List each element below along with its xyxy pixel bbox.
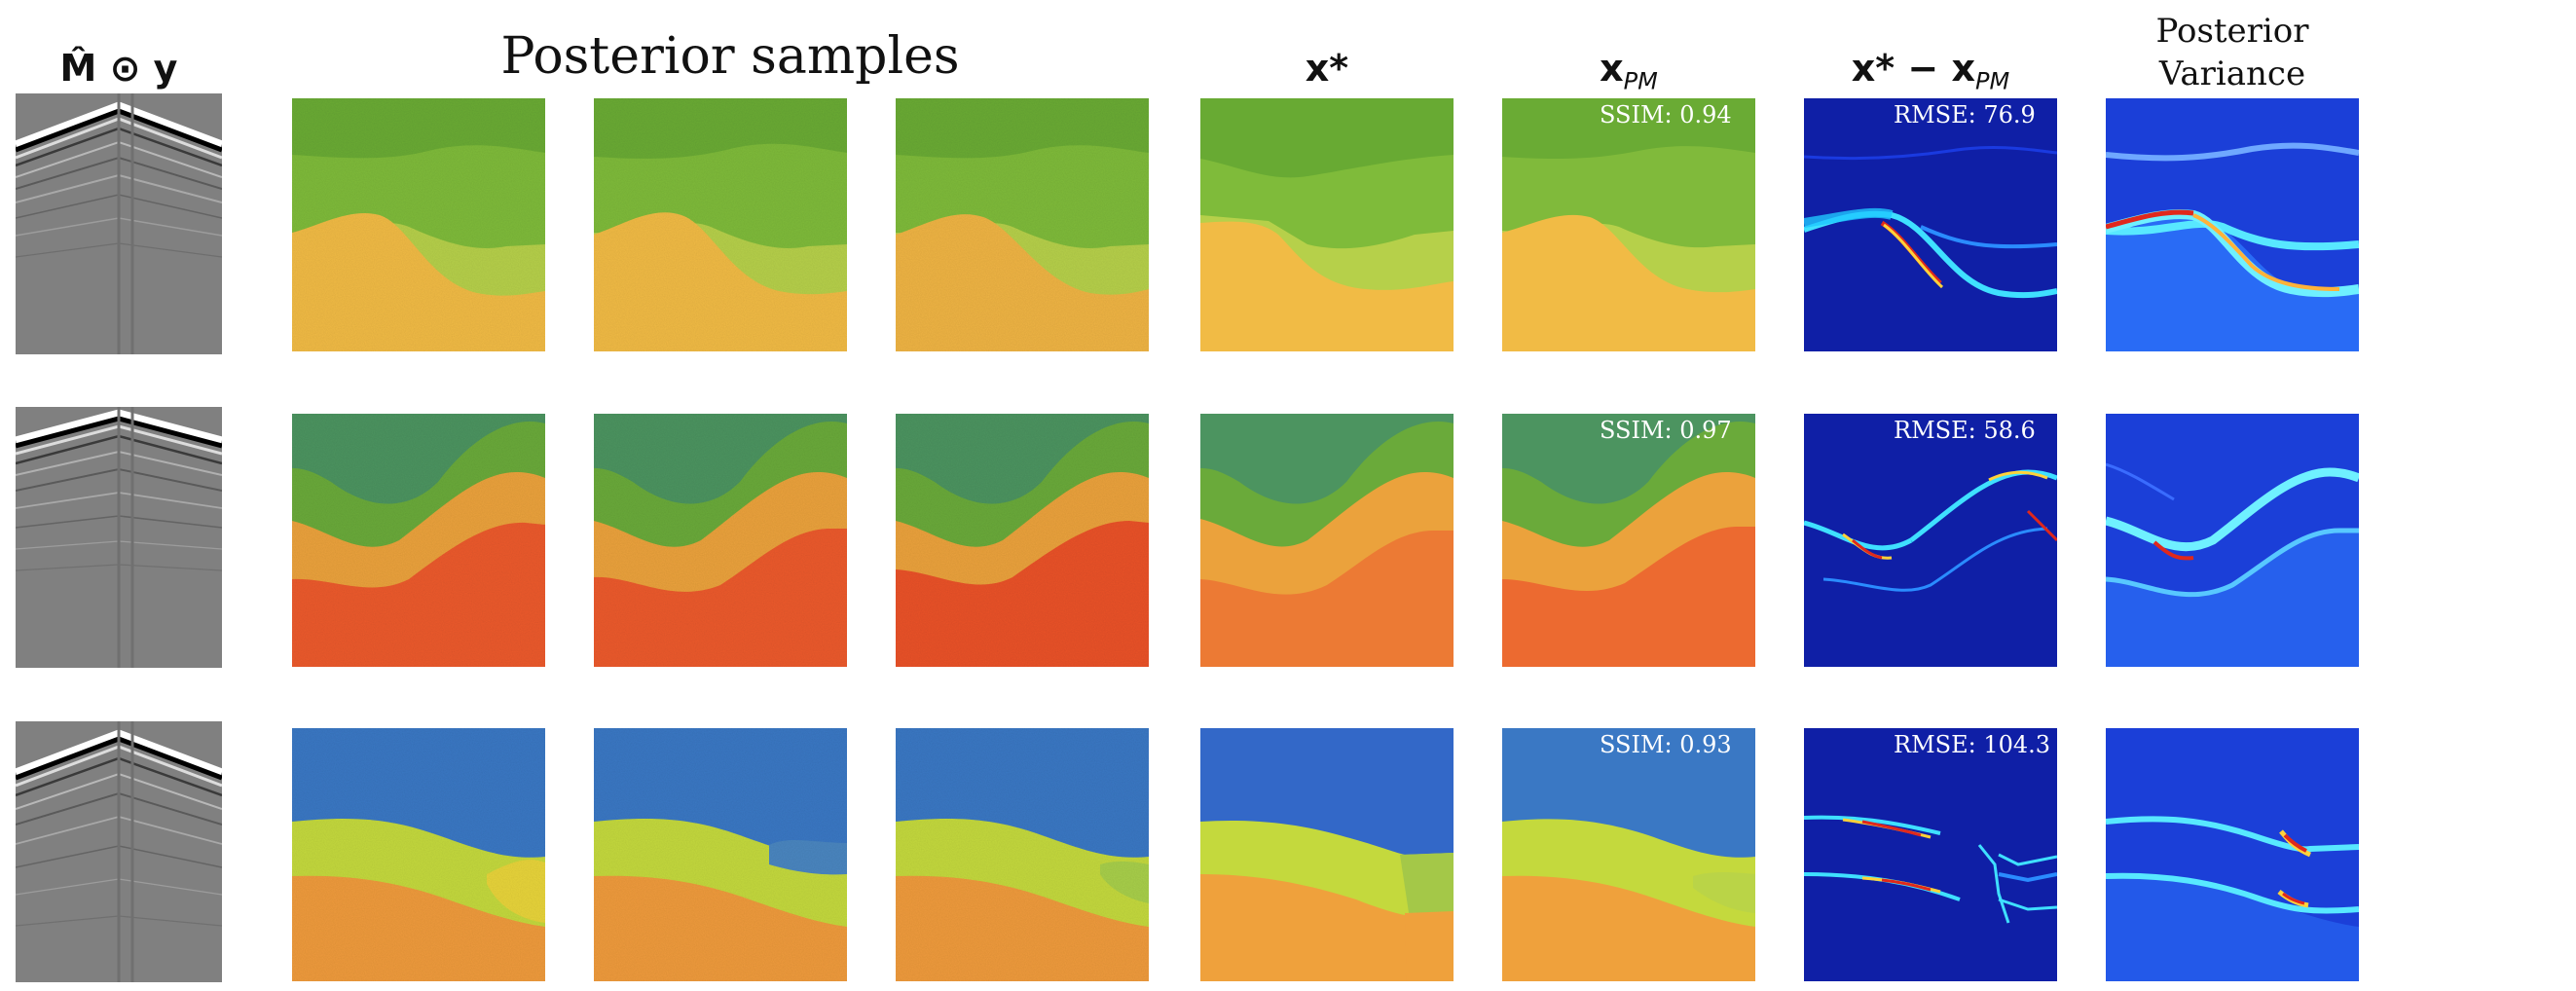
variance-image [2106,98,2359,351]
variance-image [2106,414,2359,667]
posterior-sample-2 [594,414,847,667]
ground-truth-image [1200,414,1454,667]
variance-header-line2: Variance [2158,55,2306,93]
posterior-mean-image: SSIM: 0.97 [1502,414,1755,667]
posterior-sample-3 [896,414,1149,667]
posterior-mean-image: SSIM: 0.93 [1502,728,1755,981]
posterior-sample-2 [594,98,847,351]
error-image: RMSE: 58.6 [1804,414,2057,667]
posterior-sample-1 [292,98,545,351]
ground-truth-header-text: x* [1305,47,1349,90]
error-header-text: x* − x [1851,47,1975,90]
posterior-mean-header-sub: PM [1623,67,1658,95]
variance-header-line1: Posterior [2155,12,2309,51]
posterior-mean-header-text: x [1600,47,1624,90]
observation-image [16,93,222,354]
posterior-sample-3 [896,98,1149,351]
ssim-label: SSIM: 0.97 [1600,417,1732,444]
ssim-label: SSIM: 0.94 [1600,101,1732,128]
error-image: RMSE: 76.9 [1804,98,2057,351]
posterior-samples-header: Posterior samples [500,27,960,86]
ground-truth-header: x* [1200,47,1454,95]
posterior-sample-1 [292,414,545,667]
ssim-label: SSIM: 0.93 [1600,731,1732,758]
ground-truth-image [1200,728,1454,981]
variance-header: Posterior Variance [2106,10,2359,95]
observation-header: M̂ ⊙ y [16,47,222,95]
posterior-sample-1 [292,728,545,981]
error-header-sub: PM [1975,67,2010,95]
posterior-mean-image: SSIM: 0.94 [1502,98,1755,351]
posterior-sample-2 [594,728,847,981]
error-header: x* − xPM [1804,47,2057,95]
observation-image [16,721,222,982]
posterior-mean-header: xPM [1502,47,1755,95]
rmse-label: RMSE: 104.3 [1894,731,2051,758]
rmse-label: RMSE: 76.9 [1894,101,2036,128]
rmse-label: RMSE: 58.6 [1894,417,2036,444]
observation-image [16,407,222,668]
ground-truth-image [1200,98,1454,351]
variance-image [2106,728,2359,981]
posterior-sample-3 [896,728,1149,981]
error-image: RMSE: 104.3 [1804,728,2057,981]
observation-header-text: M̂ ⊙ y [59,47,178,90]
